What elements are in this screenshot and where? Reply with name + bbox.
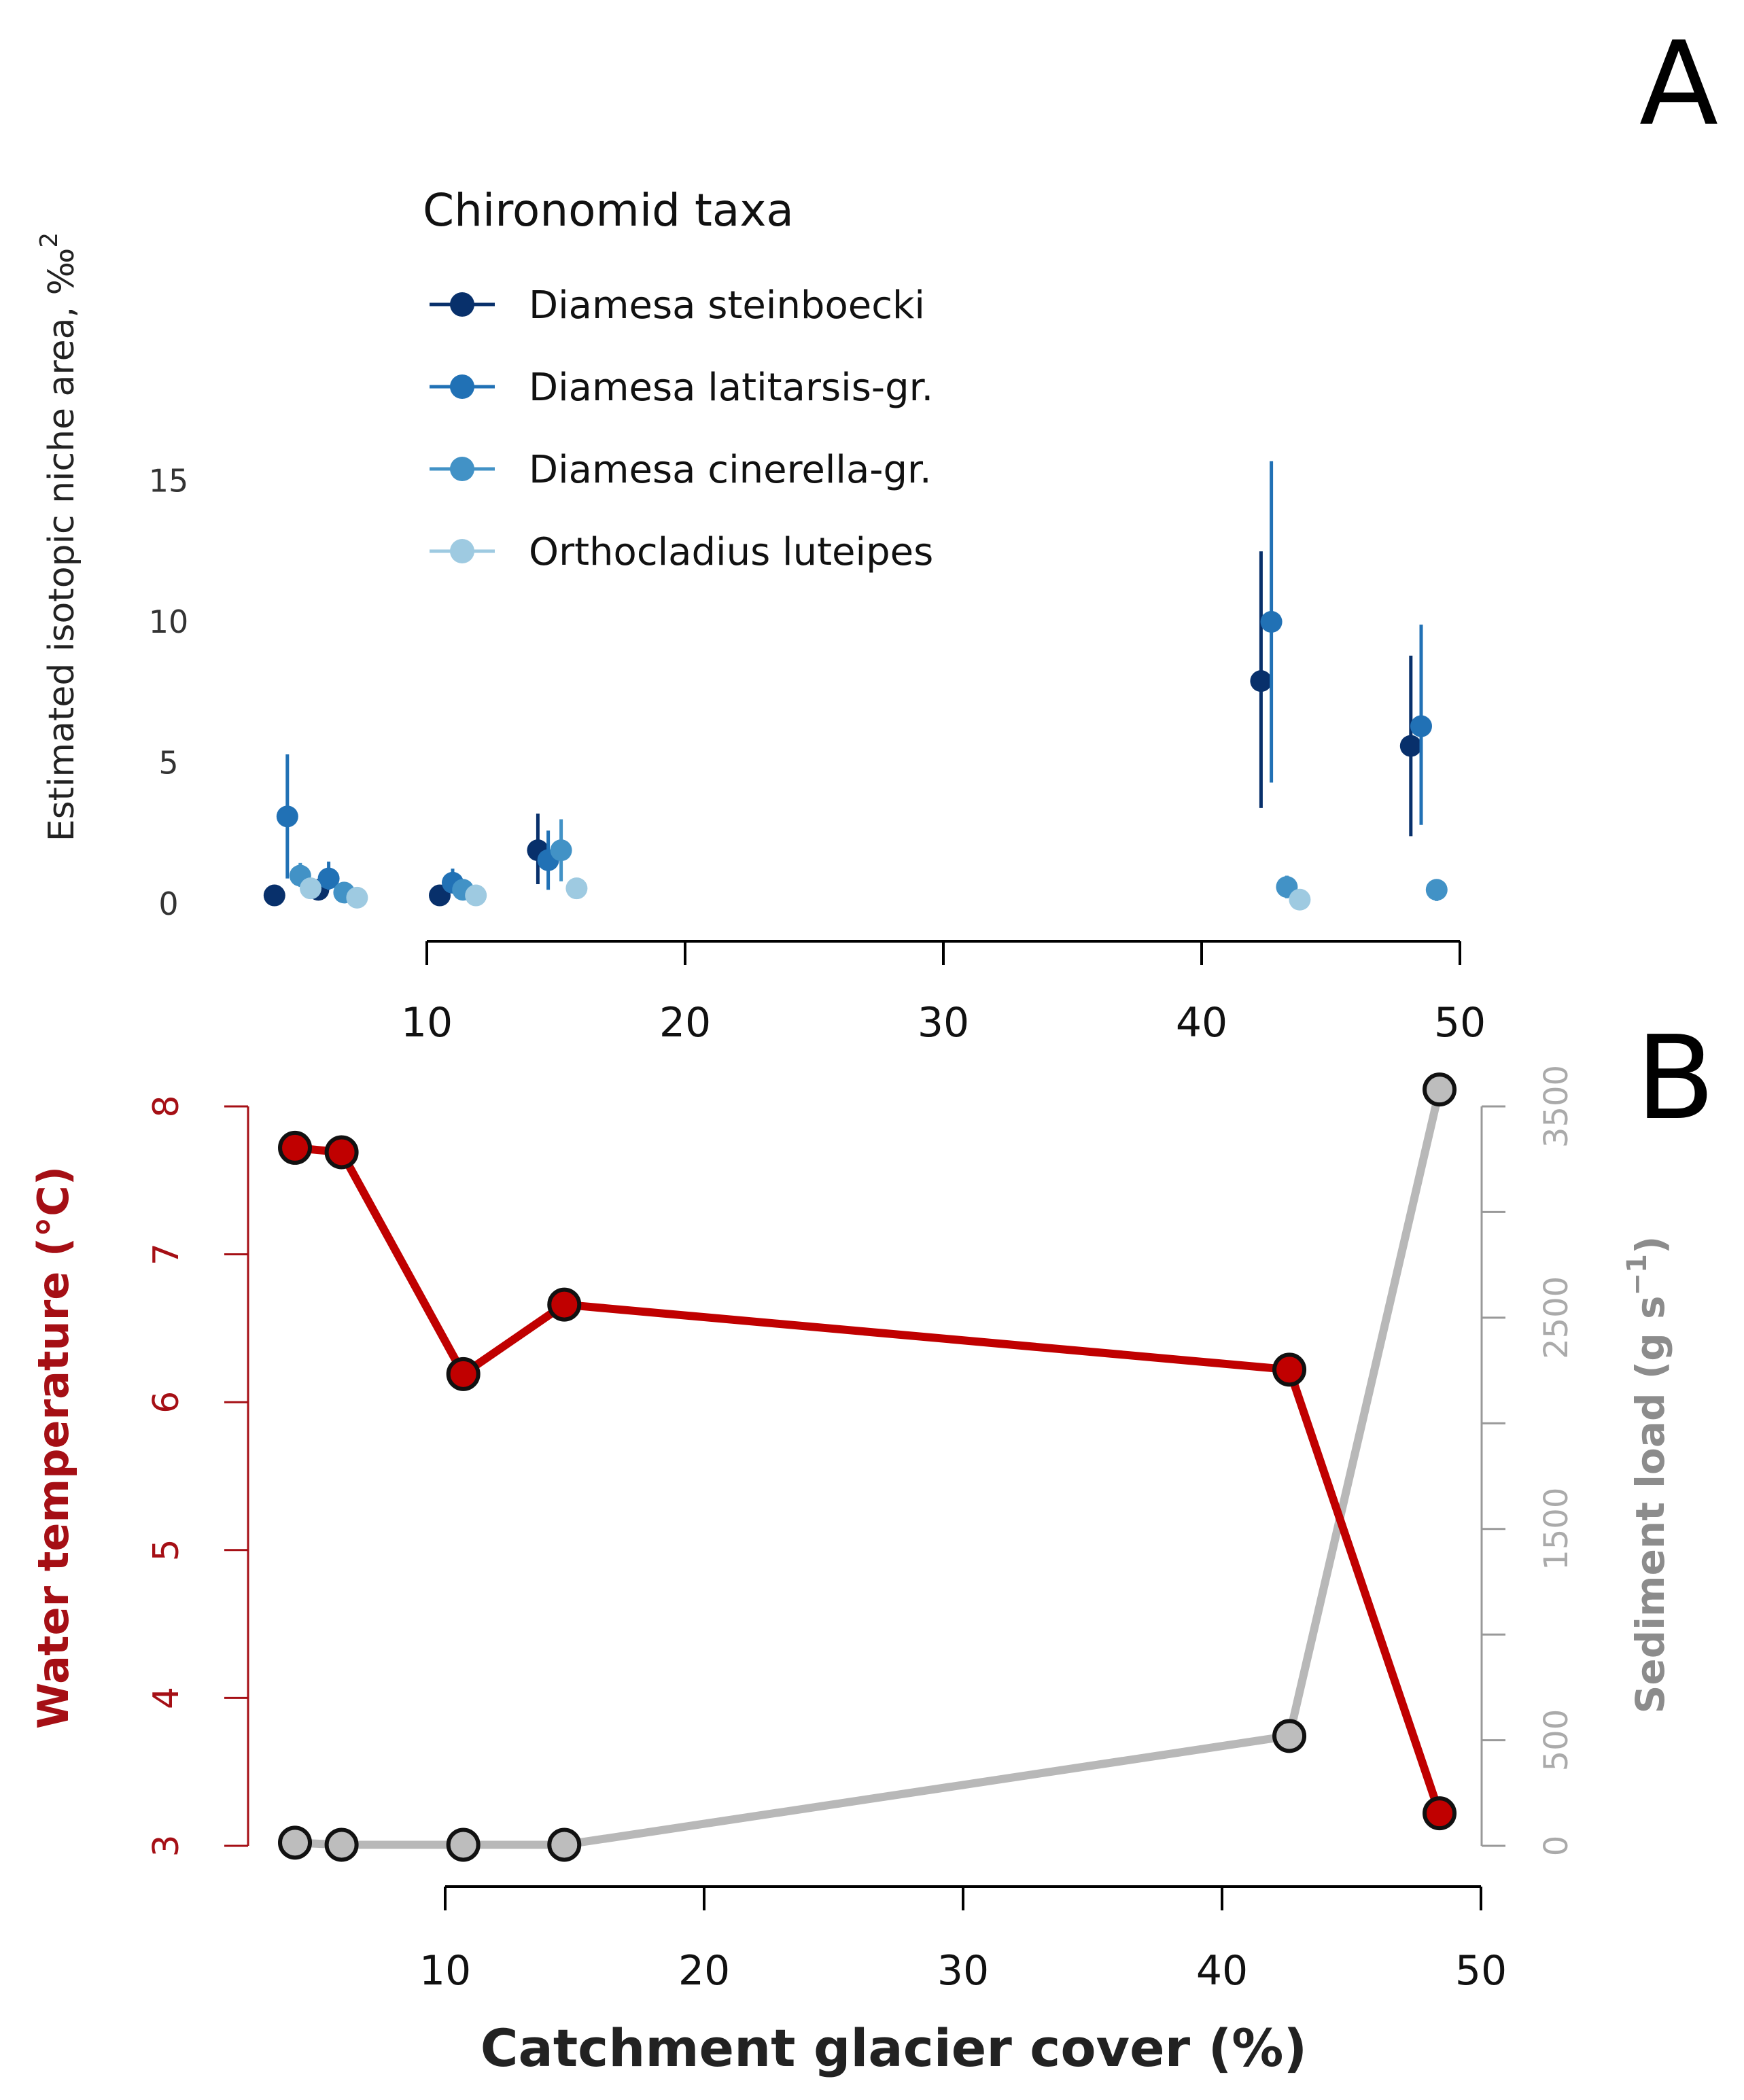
data-point bbox=[1289, 888, 1311, 911]
legend-marker bbox=[450, 292, 474, 317]
panel-b-x-tick-label: 10 bbox=[419, 1947, 471, 1995]
series-orthocladius-luteipes bbox=[300, 877, 1311, 911]
data-point bbox=[317, 867, 340, 890]
data-point bbox=[278, 1825, 313, 1860]
panel-b-left-tick-label: 6 bbox=[146, 1391, 187, 1414]
series-diamesa-steinboecki bbox=[263, 551, 1422, 907]
panel-b-temperature-sediment: 10 20 30 40 50 3 4 5 6 7 8 0 500 1500 2500 3500 Catch… bbox=[29, 1011, 1715, 2078]
data-point bbox=[465, 884, 487, 907]
legend-item: Diamesa cinerella-gr. bbox=[430, 448, 932, 492]
panel-letter-a: A bbox=[1639, 17, 1718, 152]
panel-b-right-tick-label: 3500 bbox=[1537, 1065, 1575, 1148]
panel-a-y-label-exponent: 2 bbox=[35, 232, 63, 248]
panel-a-x-tick-label: 30 bbox=[918, 999, 969, 1047]
legend-item: Diamesa steinboecki bbox=[430, 283, 925, 328]
panel-b-left-tick-label: 5 bbox=[146, 1539, 187, 1561]
panel-b-left-tick-label: 3 bbox=[146, 1834, 187, 1857]
panel-a-y-tick-label: 10 bbox=[149, 603, 189, 640]
panel-a-niche-area: 10 20 30 40 50 0 5 10 15 Estimated isotopic nic… bbox=[35, 17, 1718, 1047]
panel-a-y-ticks: 0 5 10 15 bbox=[149, 463, 189, 923]
legend-label: Orthocladius luteipes bbox=[529, 530, 933, 574]
data-point bbox=[324, 1135, 359, 1170]
series-sediment-load bbox=[278, 1072, 1457, 1862]
series-diamesa-cinerella-gr- bbox=[289, 819, 1448, 904]
panel-b-left-tick-label: 7 bbox=[146, 1243, 187, 1265]
panel-a-y-tick-label: 5 bbox=[158, 745, 178, 782]
data-point bbox=[1250, 670, 1272, 693]
panel-a-x-tick-label: 10 bbox=[401, 999, 453, 1047]
data-point bbox=[1399, 735, 1422, 757]
panel-b-left-tick-label: 4 bbox=[146, 1687, 187, 1709]
legend-item: Orthocladius luteipes bbox=[430, 530, 933, 574]
sediment-label-main: Sediment load (g s bbox=[1627, 1296, 1673, 1714]
series-diamesa-latitarsis-gr- bbox=[276, 461, 1432, 894]
legend-label: Diamesa latitarsis-gr. bbox=[529, 366, 933, 410]
panel-b-left-ticks: 3 4 5 6 7 8 bbox=[146, 1095, 248, 1857]
legend-item: Diamesa latitarsis-gr. bbox=[430, 366, 933, 410]
panel-b-x-tick-label: 20 bbox=[678, 1947, 730, 1995]
legend-items: Diamesa steinboecki Diamesa latitarsis-gr… bbox=[430, 283, 933, 574]
data-point bbox=[276, 805, 298, 828]
data-point bbox=[547, 1827, 582, 1862]
panel-b-x-tick-label: 50 bbox=[1455, 1947, 1507, 1995]
panel-b-x-ticks: 10 20 30 40 50 bbox=[419, 1887, 1507, 1995]
panel-a-x-tick-label: 40 bbox=[1176, 999, 1227, 1047]
data-point bbox=[1423, 1796, 1457, 1831]
data-point bbox=[1423, 1072, 1457, 1107]
panel-b-right-ticks: 0 500 1500 2500 3500 bbox=[1482, 1065, 1575, 1856]
panel-b-left-axis-label: Water temperature (°C) bbox=[29, 1166, 78, 1729]
data-point bbox=[1260, 611, 1283, 633]
data-point bbox=[1425, 879, 1448, 901]
data-point bbox=[278, 1130, 313, 1165]
panel-b-x-axis-label: Catchment glacier cover (%) bbox=[481, 2018, 1307, 2078]
data-point bbox=[263, 884, 285, 907]
panel-a-y-label-main: Estimated isotopic niche area, bbox=[41, 295, 82, 841]
data-point bbox=[300, 877, 321, 900]
legend-marker bbox=[450, 457, 474, 481]
data-point bbox=[1272, 1352, 1307, 1387]
panel-b-series bbox=[278, 1072, 1457, 1862]
data-point bbox=[565, 877, 588, 900]
sediment-label-close: ) bbox=[1627, 1236, 1673, 1255]
panel-b-right-tick-label: 1500 bbox=[1537, 1488, 1575, 1571]
panel-b-x-tick-label: 40 bbox=[1196, 1947, 1248, 1995]
legend-label: Diamesa cinerella-gr. bbox=[529, 448, 932, 492]
panel-a-y-axis-label: Estimated isotopic niche area, ‰2 bbox=[35, 232, 82, 842]
panel-a-x-ticks: 10 20 30 40 50 bbox=[401, 941, 1486, 1047]
series-line bbox=[294, 1088, 1444, 1849]
panel-letter-b: B bbox=[1636, 1011, 1715, 1146]
data-point bbox=[1272, 1719, 1307, 1753]
panel-b-right-tick-label: 500 bbox=[1537, 1709, 1575, 1772]
data-point bbox=[550, 839, 572, 862]
sediment-label-exponent: −1 bbox=[1622, 1254, 1653, 1295]
panel-a-y-tick-label: 15 bbox=[149, 463, 189, 500]
panel-b-right-tick-label: 2500 bbox=[1537, 1276, 1575, 1359]
panel-a-axes: 10 20 30 40 50 0 5 10 15 bbox=[149, 463, 1486, 1047]
legend-marker bbox=[450, 374, 474, 399]
data-point bbox=[346, 886, 368, 909]
panel-a-x-tick-label: 20 bbox=[659, 999, 711, 1047]
panel-b-x-tick-label: 30 bbox=[937, 1947, 989, 1995]
series-water-temperature bbox=[278, 1130, 1457, 1831]
panel-b-right-tick-label: 0 bbox=[1537, 1836, 1575, 1857]
panel-a-series bbox=[263, 461, 1448, 911]
legend-title: Chironomid taxa bbox=[423, 184, 794, 237]
legend-label: Diamesa steinboecki bbox=[529, 283, 925, 328]
panel-a-legend: Chironomid taxa Diamesa steinboeckiDiame… bbox=[423, 184, 933, 574]
legend-marker bbox=[450, 539, 474, 563]
data-point bbox=[446, 1357, 481, 1391]
data-point bbox=[547, 1287, 582, 1322]
panel-a-y-tick-label: 0 bbox=[158, 886, 178, 922]
data-point bbox=[324, 1827, 359, 1862]
data-point bbox=[446, 1827, 481, 1862]
series-line bbox=[294, 1143, 1444, 1815]
panel-b-left-tick-label: 8 bbox=[146, 1095, 187, 1117]
panel-b-right-axis-label: Sediment load (g s−1) bbox=[1622, 1236, 1673, 1714]
data-point bbox=[1410, 715, 1432, 737]
panel-a-y-label-unit: ‰ bbox=[41, 248, 82, 296]
panel-a-x-tick-label: 50 bbox=[1434, 999, 1486, 1047]
